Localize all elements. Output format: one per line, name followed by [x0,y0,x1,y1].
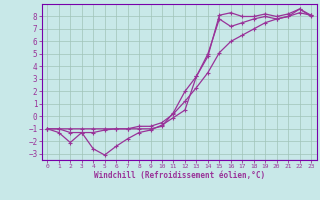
X-axis label: Windchill (Refroidissement éolien,°C): Windchill (Refroidissement éolien,°C) [94,171,265,180]
